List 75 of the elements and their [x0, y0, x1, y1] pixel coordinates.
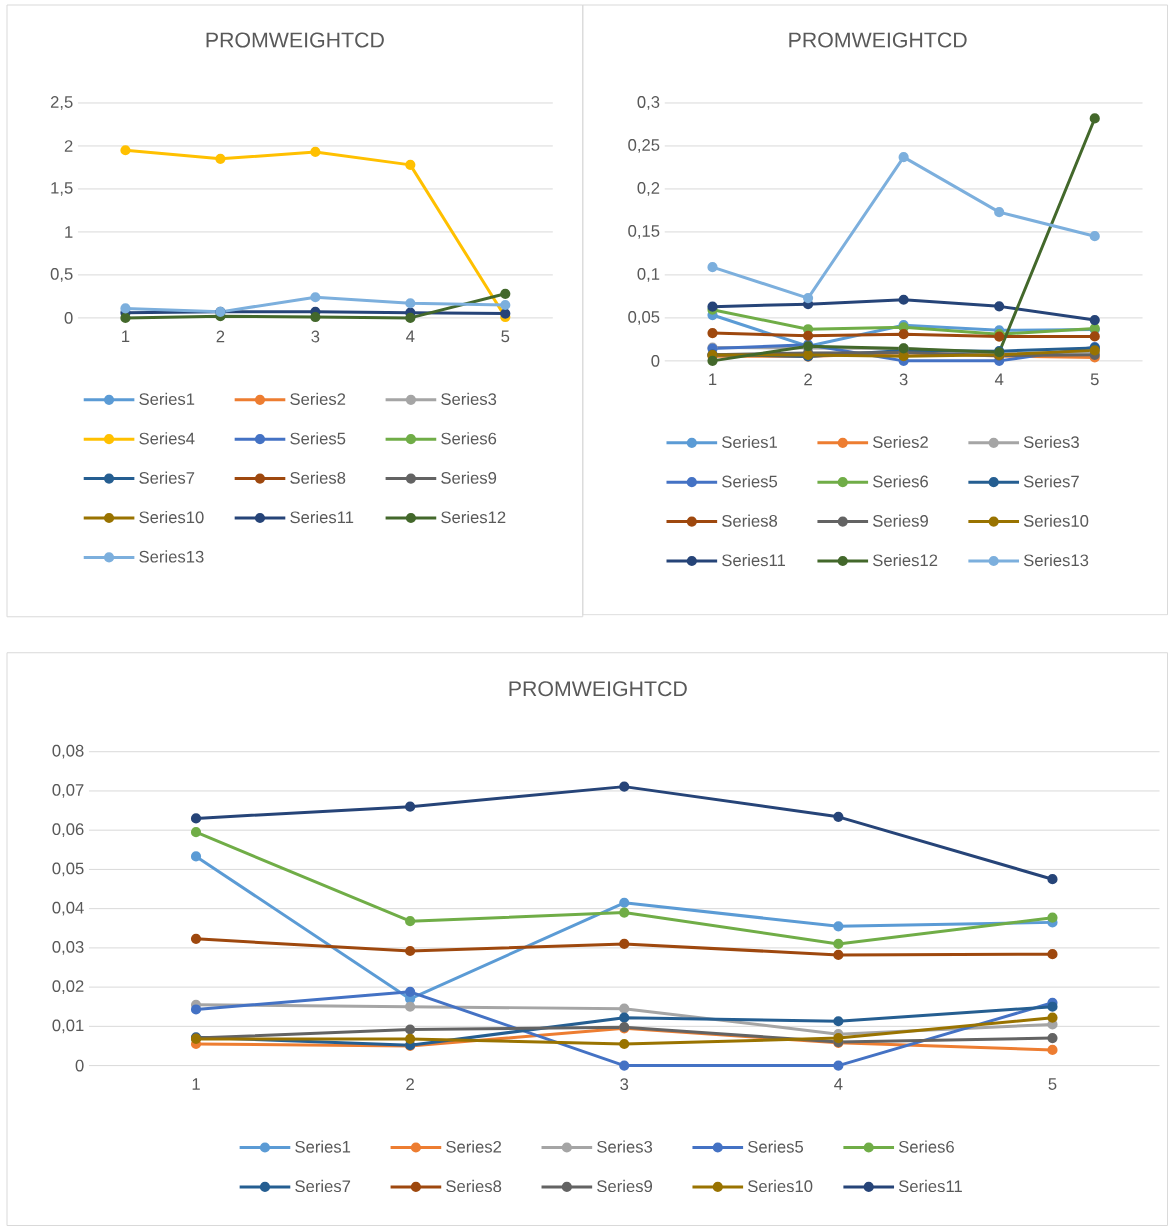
legend-label: Series2 [290, 392, 346, 406]
legend-label: Series4 [139, 432, 195, 445]
x-tick-label: 5 [501, 330, 510, 343]
x-tick-label: 3 [620, 1078, 629, 1091]
y-tick-label: 0,01 [52, 1019, 84, 1034]
y-tick-label: 0,07 [52, 784, 84, 798]
y-tick-label: 0,03 [52, 941, 84, 955]
x-tick-label: 2 [216, 330, 225, 343]
legend-label: Series3 [1023, 435, 1079, 449]
y-tick-label: 0 [64, 311, 73, 324]
legend-label: Series12 [441, 510, 506, 524]
y-tick-label: 2,5 [50, 96, 73, 110]
legend-label: Series7 [139, 471, 195, 484]
y-tick-label: 0,05 [52, 862, 84, 877]
y-tick-label: 0,1 [637, 268, 660, 282]
x-tick-label: 1 [122, 330, 130, 343]
legend-label: Series5 [748, 1140, 804, 1153]
y-tick-label: 0 [651, 354, 660, 367]
legend-label: Series7 [295, 1179, 351, 1193]
legend-label: Series11 [898, 1179, 962, 1193]
y-tick-label: 0,2 [637, 182, 660, 196]
y-tick-label: 0,04 [52, 901, 84, 916]
y-tick-label: 0 [75, 1059, 84, 1072]
y-tick-label: 1,5 [51, 182, 73, 196]
x-tick-label: 5 [1090, 373, 1099, 386]
legend-label: Series8 [446, 1179, 502, 1193]
chart-title: PROMWEIGHTCD [789, 32, 967, 48]
x-tick-label: 2 [406, 1078, 414, 1090]
x-tick-label: 1 [709, 373, 717, 386]
legend-label: Series1 [295, 1140, 351, 1153]
y-tick-label: 0,02 [52, 980, 84, 994]
legend-label: Series8 [290, 471, 346, 484]
legend-label: Series11 [290, 510, 354, 524]
y-tick-label: 0,5 [50, 268, 73, 282]
x-tick-label: 1 [192, 1078, 200, 1090]
x-tick-label: 4 [406, 330, 415, 343]
y-tick-label: 0,06 [52, 823, 84, 838]
y-tick-label: 0,25 [628, 139, 660, 153]
legend-label: Series6 [441, 432, 497, 445]
legend-label: Series7 [1023, 475, 1079, 488]
legend-label: Series10 [1023, 514, 1089, 527]
legend-label: Series10 [139, 510, 204, 524]
y-tick-label: 2 [64, 140, 73, 152]
y-tick-label: 1 [65, 226, 73, 238]
legend-label: Series2 [446, 1140, 502, 1153]
x-tick-label: 5 [1048, 1078, 1057, 1090]
legend-label: Series9 [597, 1179, 653, 1193]
x-tick-label: 2 [804, 373, 812, 386]
chart-title: PROMWEIGHTCD [509, 681, 687, 697]
legend-label: Series9 [873, 514, 928, 527]
x-tick-label: 3 [311, 330, 320, 343]
x-tick-label: 4 [994, 373, 1004, 386]
legend-label: Series11 [722, 553, 785, 567]
legend-label: Series9 [441, 471, 497, 484]
legend-label: Series12 [873, 553, 938, 567]
x-tick-label: 4 [834, 1078, 843, 1090]
legend-label: Series8 [722, 514, 778, 527]
chart-title: PROMWEIGHTCD [206, 32, 384, 48]
legend-label: Series13 [1023, 553, 1089, 567]
legend-label: Series3 [441, 392, 497, 406]
legend-label: Series10 [748, 1179, 813, 1193]
legend-label: Series3 [597, 1140, 653, 1153]
y-tick-label: 0,08 [52, 744, 84, 759]
legend-label: Series13 [139, 550, 204, 563]
legend-label: Series5 [722, 475, 778, 488]
legend-label: Series1 [139, 392, 195, 406]
y-tick-label: 0,3 [637, 96, 660, 110]
legend-label: Series2 [873, 435, 928, 449]
legend-label: Series5 [290, 432, 346, 445]
legend-label: Series1 [722, 435, 777, 449]
y-tick-label: 0,15 [628, 225, 660, 239]
x-tick-label: 3 [899, 373, 908, 386]
legend-label: Series6 [873, 475, 928, 488]
legend-label: Series6 [898, 1140, 954, 1153]
y-tick-label: 0,05 [628, 311, 660, 325]
